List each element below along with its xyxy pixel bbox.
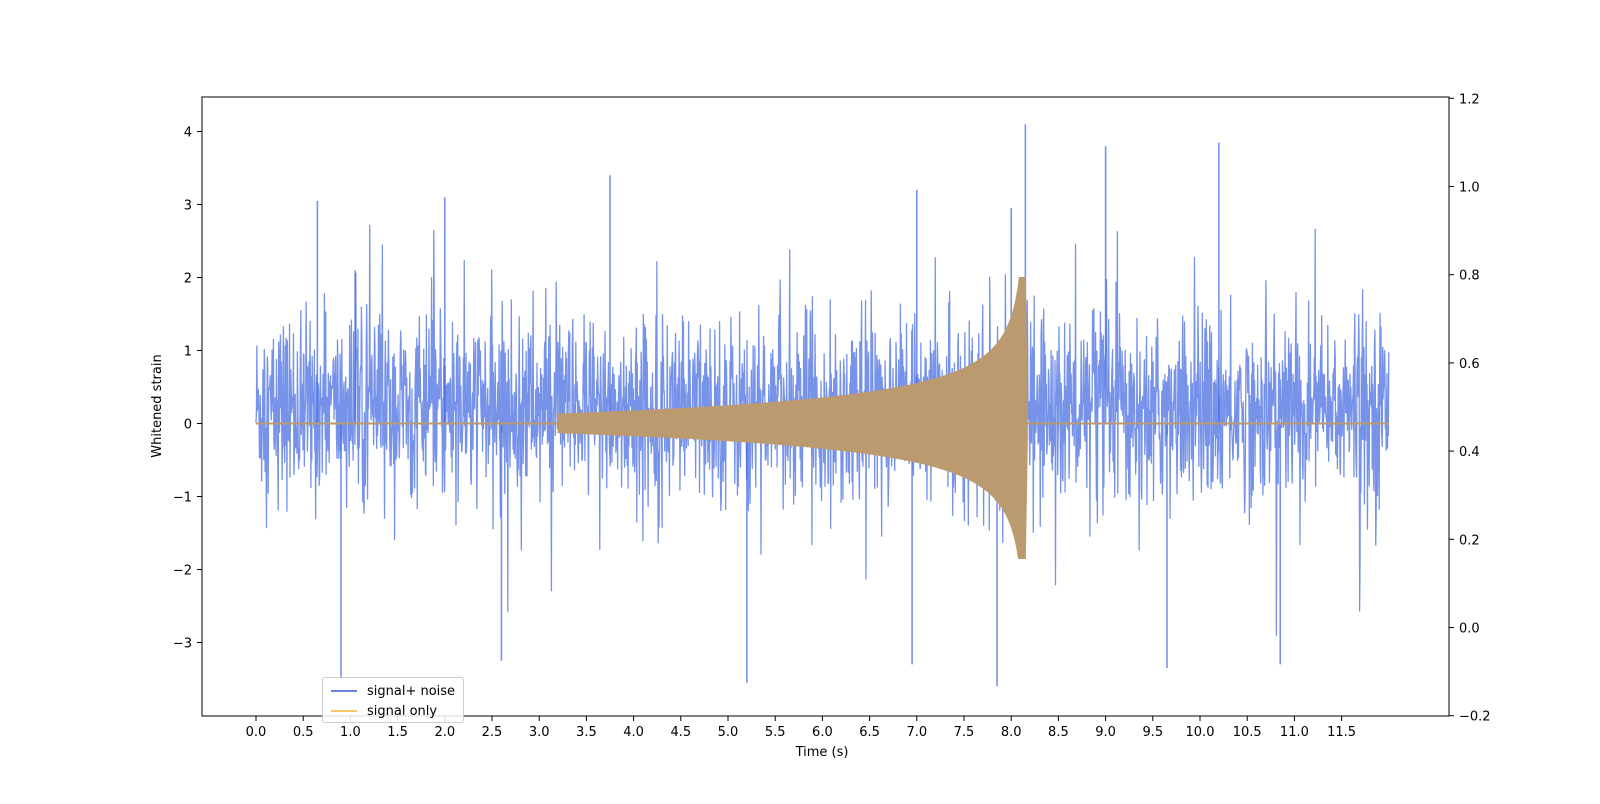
x-tick-label: 7.0 (906, 725, 927, 740)
y2-tick-label: 1.2 (1459, 92, 1480, 107)
legend-swatch-signal (331, 710, 357, 712)
x-tick-label: 11.5 (1327, 725, 1356, 740)
x-tick-label: 3.5 (576, 725, 597, 740)
x-tick-label: 2.5 (482, 725, 503, 740)
legend: signal+ noise signal only (322, 677, 464, 723)
legend-label-signal: signal only (367, 703, 438, 719)
x-tick-label: 4.5 (670, 725, 691, 740)
x-tick-label: 3.0 (529, 725, 550, 740)
x-tick-label: 0.5 (293, 725, 314, 740)
y-axis-label: Whitened strain (150, 354, 165, 457)
y2-tick-label: 1.0 (1459, 181, 1480, 196)
y-tick-label: −1 (173, 491, 192, 506)
y-tick-label: −3 (173, 637, 192, 652)
y2-tick-label: 0.4 (1459, 445, 1480, 460)
x-tick-label: 2.0 (434, 725, 455, 740)
y-tick-label: 2 (184, 272, 192, 287)
y-tick-label: 1 (184, 345, 192, 360)
x-tick-label: 6.5 (859, 725, 880, 740)
x-axis-label: Time (s) (795, 745, 849, 760)
axes-frame (201, 96, 1450, 717)
y2-tick-label: 0.8 (1459, 269, 1480, 284)
x-tick-label: 10.0 (1186, 725, 1215, 740)
chirp-envelope (557, 277, 1028, 560)
y-tick-label: 4 (184, 126, 192, 141)
x-tick-label: 0.0 (246, 725, 267, 740)
x-tick-label: 8.0 (1001, 725, 1022, 740)
x-tick-label: 5.5 (765, 725, 786, 740)
y2-tick-label: 0.6 (1459, 357, 1480, 372)
x-tick-label: 4.0 (623, 725, 644, 740)
x-tick-label: 6.0 (812, 725, 833, 740)
y2-tick-label: 0.0 (1459, 622, 1480, 637)
legend-entry-signal-only: signal only (331, 702, 437, 720)
legend-swatch-noise (331, 690, 357, 692)
x-tick-label: 7.5 (954, 725, 975, 740)
x-tick-label: 11.0 (1280, 725, 1309, 740)
x-tick-label: 9.0 (1095, 725, 1116, 740)
y-tick-label: 3 (184, 199, 192, 214)
x-tick-label: 1.0 (340, 725, 361, 740)
legend-entry-signal-noise: signal+ noise (331, 682, 455, 700)
y-tick-label: 0 (184, 418, 192, 433)
x-tick-label: 9.5 (1142, 725, 1163, 740)
x-axis-ticks: 0.0 0.5 1.0 1.5 2.0 2.5 3.0 3.5 4.0 4.5 5.0 5.5 6.0 6… (246, 716, 1356, 740)
x-tick-label: 8.5 (1048, 725, 1069, 740)
y-axis-ticks: 4 3 2 1 0 −1 −2 −3 (173, 126, 202, 652)
y2-tick-label: 0.2 (1459, 533, 1480, 548)
y2-axis-ticks: 1.2 1.0 0.8 0.6 0.4 0.2 0.0 −0.2 (1449, 92, 1491, 725)
y2-tick-label: −0.2 (1459, 710, 1491, 725)
y-tick-label: −2 (173, 564, 192, 579)
x-tick-label: 1.5 (387, 725, 408, 740)
x-tick-label: 5.0 (718, 725, 739, 740)
series-signal-only (256, 277, 1389, 560)
x-tick-label: 10.5 (1233, 725, 1262, 740)
legend-label-noise: signal+ noise (367, 683, 456, 699)
